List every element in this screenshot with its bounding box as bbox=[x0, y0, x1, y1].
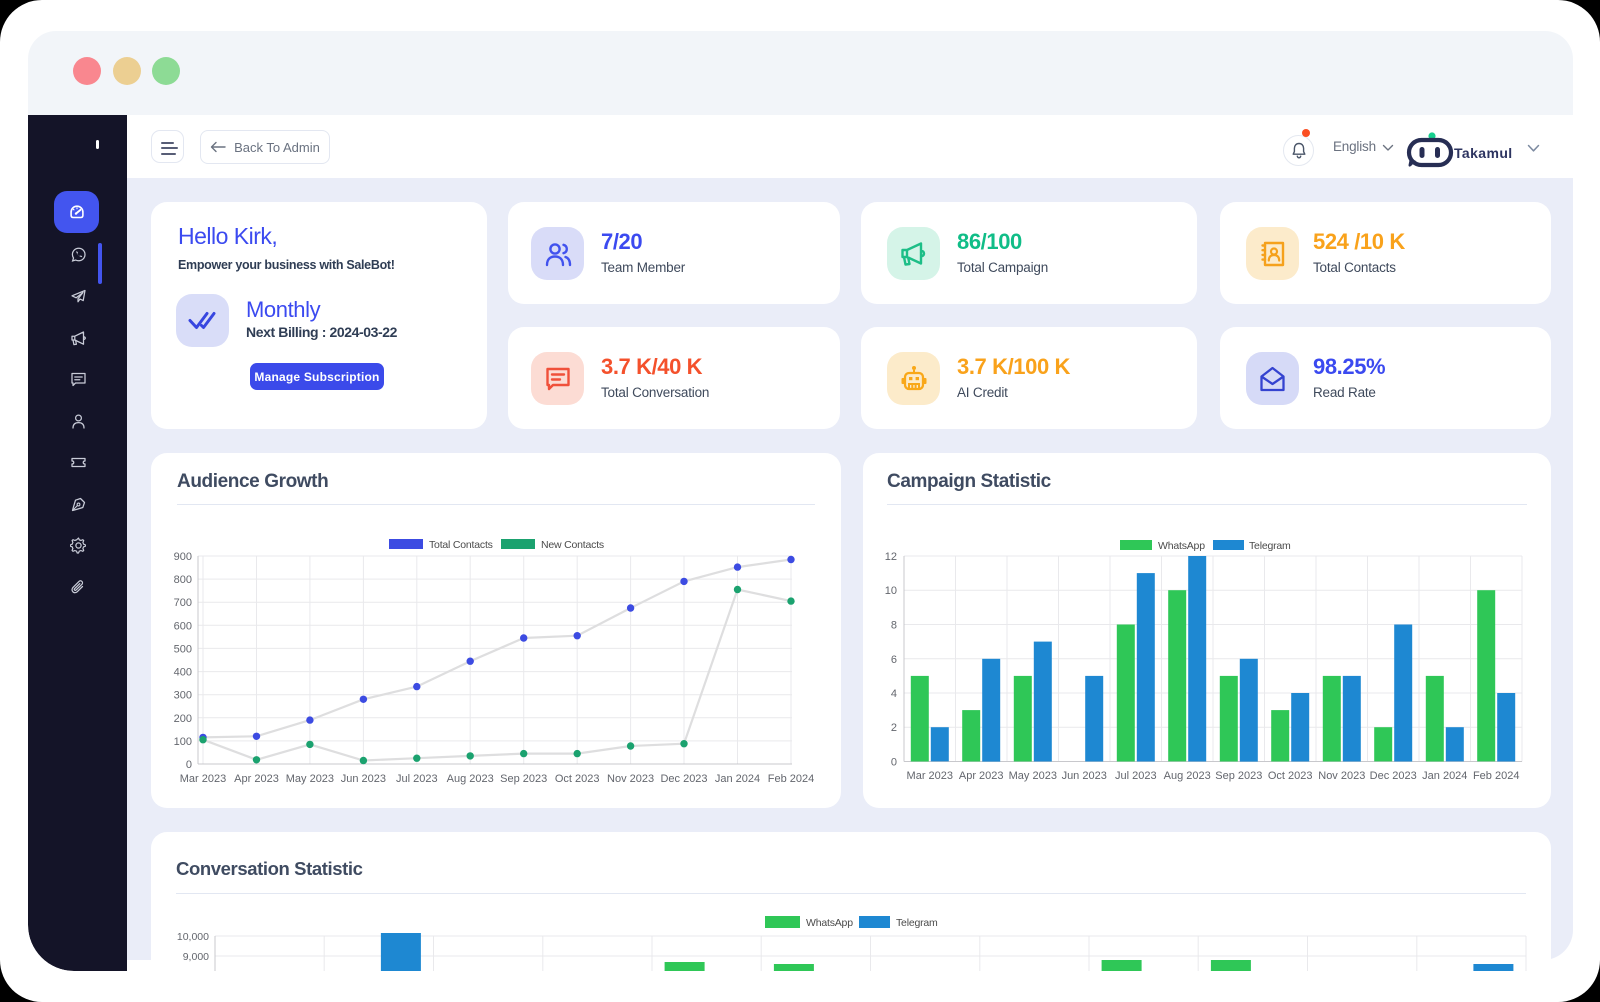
svg-text:6: 6 bbox=[891, 654, 897, 666]
svg-text:400: 400 bbox=[174, 667, 192, 679]
svg-text:Jul 2023: Jul 2023 bbox=[396, 773, 438, 785]
svg-text:10,000: 10,000 bbox=[177, 931, 209, 943]
svg-text:9,000: 9,000 bbox=[183, 951, 209, 963]
svg-text:10: 10 bbox=[885, 585, 897, 597]
svg-text:12: 12 bbox=[885, 551, 897, 563]
svg-text:700: 700 bbox=[174, 597, 192, 609]
svg-text:Jan 2024: Jan 2024 bbox=[715, 773, 760, 785]
svg-text:900: 900 bbox=[174, 551, 192, 563]
svg-text:Jul 2023: Jul 2023 bbox=[1115, 770, 1157, 782]
svg-text:Sep 2023: Sep 2023 bbox=[500, 773, 547, 785]
svg-text:Oct 2023: Oct 2023 bbox=[1268, 770, 1313, 782]
svg-text:Aug 2023: Aug 2023 bbox=[1164, 770, 1211, 782]
svg-text:500: 500 bbox=[174, 643, 192, 655]
svg-text:Jun 2023: Jun 2023 bbox=[1062, 770, 1107, 782]
svg-text:Jun 2023: Jun 2023 bbox=[341, 773, 386, 785]
svg-text:200: 200 bbox=[174, 713, 192, 725]
svg-text:4: 4 bbox=[891, 688, 897, 700]
svg-text:800: 800 bbox=[174, 574, 192, 586]
svg-text:Nov 2023: Nov 2023 bbox=[607, 773, 654, 785]
svg-text:Mar 2023: Mar 2023 bbox=[907, 770, 953, 782]
svg-text:Apr 2023: Apr 2023 bbox=[234, 773, 279, 785]
svg-text:WhatsApp: WhatsApp bbox=[806, 917, 853, 929]
svg-text:May 2023: May 2023 bbox=[286, 773, 334, 785]
svg-text:8: 8 bbox=[891, 620, 897, 632]
svg-text:Jan 2024: Jan 2024 bbox=[1422, 770, 1467, 782]
svg-text:WhatsApp: WhatsApp bbox=[1158, 540, 1205, 552]
svg-text:100: 100 bbox=[174, 736, 192, 748]
svg-text:Feb 2024: Feb 2024 bbox=[1473, 770, 1519, 782]
svg-text:Telegram: Telegram bbox=[1249, 540, 1291, 552]
svg-text:2: 2 bbox=[891, 722, 897, 734]
svg-text:Apr 2023: Apr 2023 bbox=[959, 770, 1004, 782]
svg-text:Total Contacts: Total Contacts bbox=[429, 539, 493, 551]
svg-text:Feb 2024: Feb 2024 bbox=[768, 773, 814, 785]
svg-text:Sep 2023: Sep 2023 bbox=[1215, 770, 1262, 782]
svg-text:Nov 2023: Nov 2023 bbox=[1318, 770, 1365, 782]
svg-text:New Contacts: New Contacts bbox=[541, 539, 604, 551]
svg-text:Mar 2023: Mar 2023 bbox=[180, 773, 226, 785]
svg-text:0: 0 bbox=[891, 757, 897, 769]
svg-text:0: 0 bbox=[186, 759, 192, 771]
svg-text:600: 600 bbox=[174, 620, 192, 632]
svg-text:Oct 2023: Oct 2023 bbox=[555, 773, 600, 785]
svg-text:Telegram: Telegram bbox=[896, 917, 938, 929]
svg-text:Aug 2023: Aug 2023 bbox=[447, 773, 494, 785]
svg-text:Dec 2023: Dec 2023 bbox=[660, 773, 707, 785]
svg-text:300: 300 bbox=[174, 690, 192, 702]
svg-text:Dec 2023: Dec 2023 bbox=[1370, 770, 1417, 782]
svg-text:May 2023: May 2023 bbox=[1009, 770, 1057, 782]
